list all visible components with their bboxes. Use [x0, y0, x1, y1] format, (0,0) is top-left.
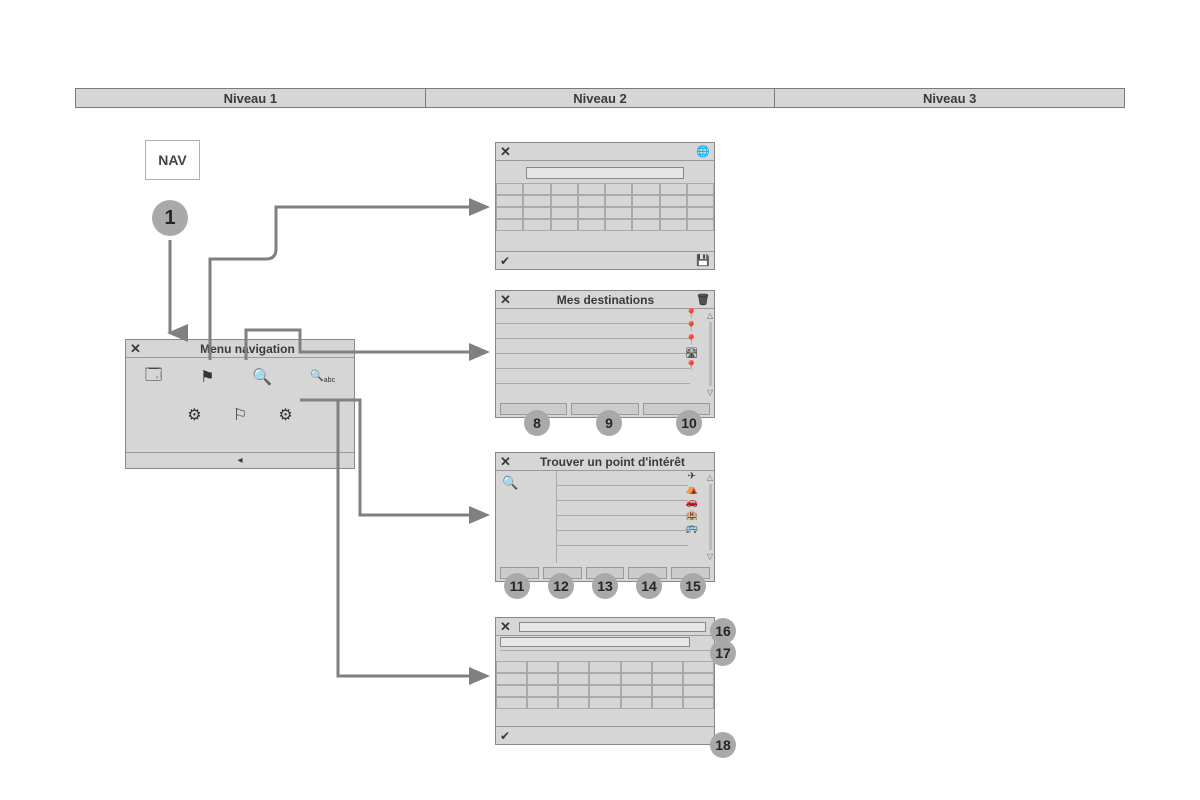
- callout-8: 8: [524, 410, 550, 436]
- close-icon[interactable]: ✕: [500, 619, 511, 635]
- dest-title: Mes destinations: [515, 293, 696, 307]
- screen-icon[interactable]: 🗔: [145, 364, 162, 391]
- callout-11: 11: [504, 573, 530, 599]
- hotel-icon: 🏨: [686, 510, 698, 521]
- callout-17: 17: [710, 640, 736, 666]
- menu-title: Menu navigation: [145, 342, 350, 356]
- callout-10: 10: [676, 410, 702, 436]
- close-icon[interactable]: ✕: [130, 341, 141, 357]
- route-icon: 🛣: [685, 348, 698, 359]
- search-input[interactable]: [526, 167, 684, 179]
- pin-icon: 📍: [685, 309, 697, 320]
- keyboard-grid[interactable]: [496, 661, 714, 709]
- poi-title: Trouver un point d'intérêt: [515, 455, 710, 469]
- header-col-1: Niveau 1: [76, 89, 426, 107]
- settings-gear-icon[interactable]: ⚙: [278, 405, 292, 425]
- secondary-input[interactable]: [500, 637, 690, 647]
- globe-icon[interactable]: 🌐: [696, 145, 710, 158]
- trash-icon[interactable]: 🗑: [696, 293, 710, 306]
- callout-14: 14: [636, 573, 662, 599]
- nav-button[interactable]: NAV: [145, 140, 200, 180]
- pin-icon: 📍: [685, 361, 697, 372]
- save-icon[interactable]: 💾: [696, 254, 710, 267]
- callout-1: 1: [152, 200, 188, 236]
- header-col-2: Niveau 2: [426, 89, 776, 107]
- search-icon[interactable]: 🔍: [502, 475, 518, 491]
- header-col-3: Niveau 3: [775, 89, 1124, 107]
- pin-icon: 📍: [685, 335, 697, 346]
- pin-icon: 📍: [685, 322, 697, 333]
- flag-note-icon[interactable]: ⚐: [233, 405, 247, 425]
- menu-navigation-panel: ✕ Menu navigation 🗔 ⚑ 🔍 🔍abc ⚙ ⚐ ⚙ ◂: [125, 339, 355, 469]
- menu-icon-row-1: 🗔 ⚑ 🔍 🔍abc: [126, 358, 354, 396]
- scrollbar[interactable]: △▽: [708, 473, 712, 561]
- dest-pin-column: 📍 📍 📍 🛣 📍: [685, 309, 698, 372]
- callout-9: 9: [596, 410, 622, 436]
- menu-bottom-nav[interactable]: ◂: [126, 452, 354, 468]
- check-icon[interactable]: ✔: [500, 254, 510, 268]
- poi-panel: ✕ Trouver un point d'intérêt 🔍 ✈ ⛺ 🚗 🏨 🚌 △▽: [495, 452, 715, 582]
- car-icon: 🚗: [686, 497, 698, 508]
- settings-time-icon[interactable]: ⚙: [187, 405, 201, 425]
- callout-15: 15: [680, 573, 706, 599]
- callout-18: 18: [710, 732, 736, 758]
- poi-icon-column: ✈ ⛺ 🚗 🏨 🚌: [686, 471, 698, 534]
- keyboard-panel-2: ✕ ✔: [495, 617, 715, 745]
- check-icon[interactable]: ✔: [500, 729, 510, 743]
- level-header: Niveau 1 Niveau 2 Niveau 3: [75, 88, 1125, 108]
- keyboard-grid[interactable]: [496, 183, 714, 231]
- destinations-panel: ✕ Mes destinations🗑 📍 📍 📍 🛣 📍 △▽: [495, 290, 715, 418]
- callout-12: 12: [548, 573, 574, 599]
- search-person-icon[interactable]: 🔍: [252, 367, 272, 387]
- bus-icon: 🚌: [686, 523, 698, 534]
- search-input[interactable]: [519, 622, 706, 632]
- search-abc-icon[interactable]: 🔍abc: [310, 369, 335, 384]
- keyboard-panel-1: ✕ 🌐 ✔ 💾: [495, 142, 715, 270]
- close-icon[interactable]: ✕: [500, 144, 511, 160]
- tent-icon: ⛺: [686, 484, 698, 495]
- flag-icon[interactable]: ⚑: [200, 367, 214, 387]
- callout-13: 13: [592, 573, 618, 599]
- plane-icon: ✈: [688, 471, 696, 482]
- close-icon[interactable]: ✕: [500, 292, 511, 308]
- scrollbar[interactable]: △▽: [708, 311, 712, 397]
- close-icon[interactable]: ✕: [500, 454, 511, 470]
- menu-icon-row-2: ⚙ ⚐ ⚙: [126, 396, 354, 434]
